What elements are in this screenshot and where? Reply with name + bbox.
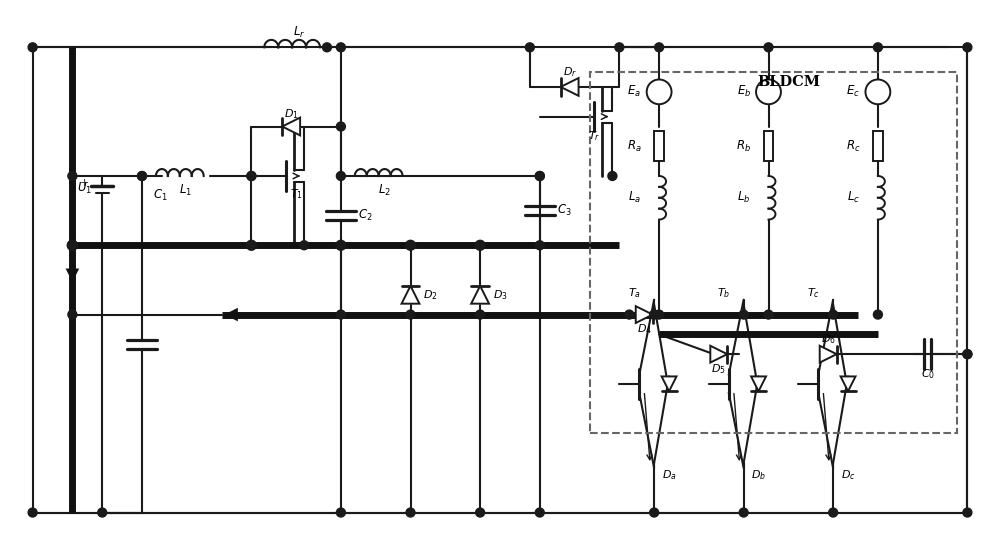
Text: $E_a$: $E_a$ xyxy=(627,84,641,99)
Text: $R_b$: $R_b$ xyxy=(736,139,751,154)
Text: $T_a$: $T_a$ xyxy=(628,286,641,300)
Circle shape xyxy=(535,172,544,180)
Text: $L_c$: $L_c$ xyxy=(847,190,860,205)
Bar xyxy=(654,131,664,161)
Circle shape xyxy=(336,43,345,52)
Text: BLDCM: BLDCM xyxy=(757,75,820,89)
Circle shape xyxy=(963,43,972,52)
Polygon shape xyxy=(710,346,727,362)
Text: $L_a$: $L_a$ xyxy=(628,190,641,205)
Circle shape xyxy=(764,43,773,52)
Polygon shape xyxy=(402,286,419,304)
Text: $C_3$: $C_3$ xyxy=(557,203,572,218)
Circle shape xyxy=(138,172,146,180)
Circle shape xyxy=(650,310,659,319)
Bar xyxy=(873,131,883,161)
Text: $D_c$: $D_c$ xyxy=(841,468,855,482)
Text: +: + xyxy=(80,178,89,188)
Circle shape xyxy=(406,508,415,517)
Circle shape xyxy=(650,508,659,517)
Polygon shape xyxy=(471,286,489,304)
Polygon shape xyxy=(561,78,579,96)
Circle shape xyxy=(608,172,617,180)
Circle shape xyxy=(655,43,664,52)
Text: $T_c$: $T_c$ xyxy=(807,286,820,300)
Text: $U_1$: $U_1$ xyxy=(77,181,92,196)
Circle shape xyxy=(963,350,972,359)
Circle shape xyxy=(246,240,256,250)
Circle shape xyxy=(67,240,77,250)
Text: $R_a$: $R_a$ xyxy=(627,139,642,154)
Circle shape xyxy=(739,508,748,517)
Circle shape xyxy=(138,172,146,180)
Circle shape xyxy=(525,43,534,52)
Polygon shape xyxy=(841,377,856,391)
Bar xyxy=(764,131,773,161)
Text: $E_c$: $E_c$ xyxy=(846,84,860,99)
Text: $L_r$: $L_r$ xyxy=(293,25,305,40)
Circle shape xyxy=(873,310,882,319)
Circle shape xyxy=(535,241,544,250)
Circle shape xyxy=(300,241,309,250)
Text: $R_c$: $R_c$ xyxy=(846,139,860,154)
Text: $D_2$: $D_2$ xyxy=(423,288,438,302)
Circle shape xyxy=(406,240,415,250)
Text: $L_b$: $L_b$ xyxy=(737,190,750,205)
Text: $D_5$: $D_5$ xyxy=(711,362,726,376)
Text: $E_b$: $E_b$ xyxy=(737,84,751,99)
Circle shape xyxy=(615,43,624,52)
Circle shape xyxy=(655,310,664,319)
Circle shape xyxy=(247,172,256,180)
Circle shape xyxy=(28,43,37,52)
Text: $T_r$: $T_r$ xyxy=(588,130,601,143)
Circle shape xyxy=(28,508,37,517)
Circle shape xyxy=(68,172,77,180)
Circle shape xyxy=(336,172,345,180)
Circle shape xyxy=(475,240,485,250)
Circle shape xyxy=(247,172,256,180)
Polygon shape xyxy=(662,377,677,391)
Text: $T_1$: $T_1$ xyxy=(290,187,303,201)
Polygon shape xyxy=(282,118,300,135)
Circle shape xyxy=(963,508,972,517)
Text: $C_0$: $C_0$ xyxy=(921,367,935,381)
Text: $T_b$: $T_b$ xyxy=(717,286,730,300)
Circle shape xyxy=(476,310,485,319)
Circle shape xyxy=(625,310,634,319)
Circle shape xyxy=(336,122,345,131)
Circle shape xyxy=(829,508,838,517)
Text: $C_2$: $C_2$ xyxy=(358,208,373,223)
Text: $D_1$: $D_1$ xyxy=(284,107,299,120)
Circle shape xyxy=(963,350,972,359)
Text: $L_1$: $L_1$ xyxy=(179,183,192,198)
Circle shape xyxy=(739,310,748,319)
Polygon shape xyxy=(751,377,766,391)
Circle shape xyxy=(67,240,77,250)
Circle shape xyxy=(322,43,331,52)
Polygon shape xyxy=(636,306,653,323)
Circle shape xyxy=(764,310,773,319)
Circle shape xyxy=(829,310,838,319)
Circle shape xyxy=(336,240,346,250)
Text: $C_1$: $C_1$ xyxy=(153,188,167,203)
Circle shape xyxy=(336,508,345,517)
Text: $D_r$: $D_r$ xyxy=(563,65,577,79)
Text: $D_4$: $D_4$ xyxy=(637,323,652,336)
Circle shape xyxy=(476,508,485,517)
Polygon shape xyxy=(820,346,837,362)
Text: $D_b$: $D_b$ xyxy=(751,468,766,482)
Circle shape xyxy=(535,172,544,180)
Text: $D_6$: $D_6$ xyxy=(821,332,836,346)
Circle shape xyxy=(98,508,107,517)
Circle shape xyxy=(406,310,415,319)
Text: $D_a$: $D_a$ xyxy=(662,468,676,482)
Text: $D_3$: $D_3$ xyxy=(493,288,507,302)
Text: $L_2$: $L_2$ xyxy=(378,183,391,198)
Circle shape xyxy=(336,310,345,319)
Circle shape xyxy=(873,43,882,52)
Circle shape xyxy=(535,508,544,517)
Circle shape xyxy=(68,310,77,319)
